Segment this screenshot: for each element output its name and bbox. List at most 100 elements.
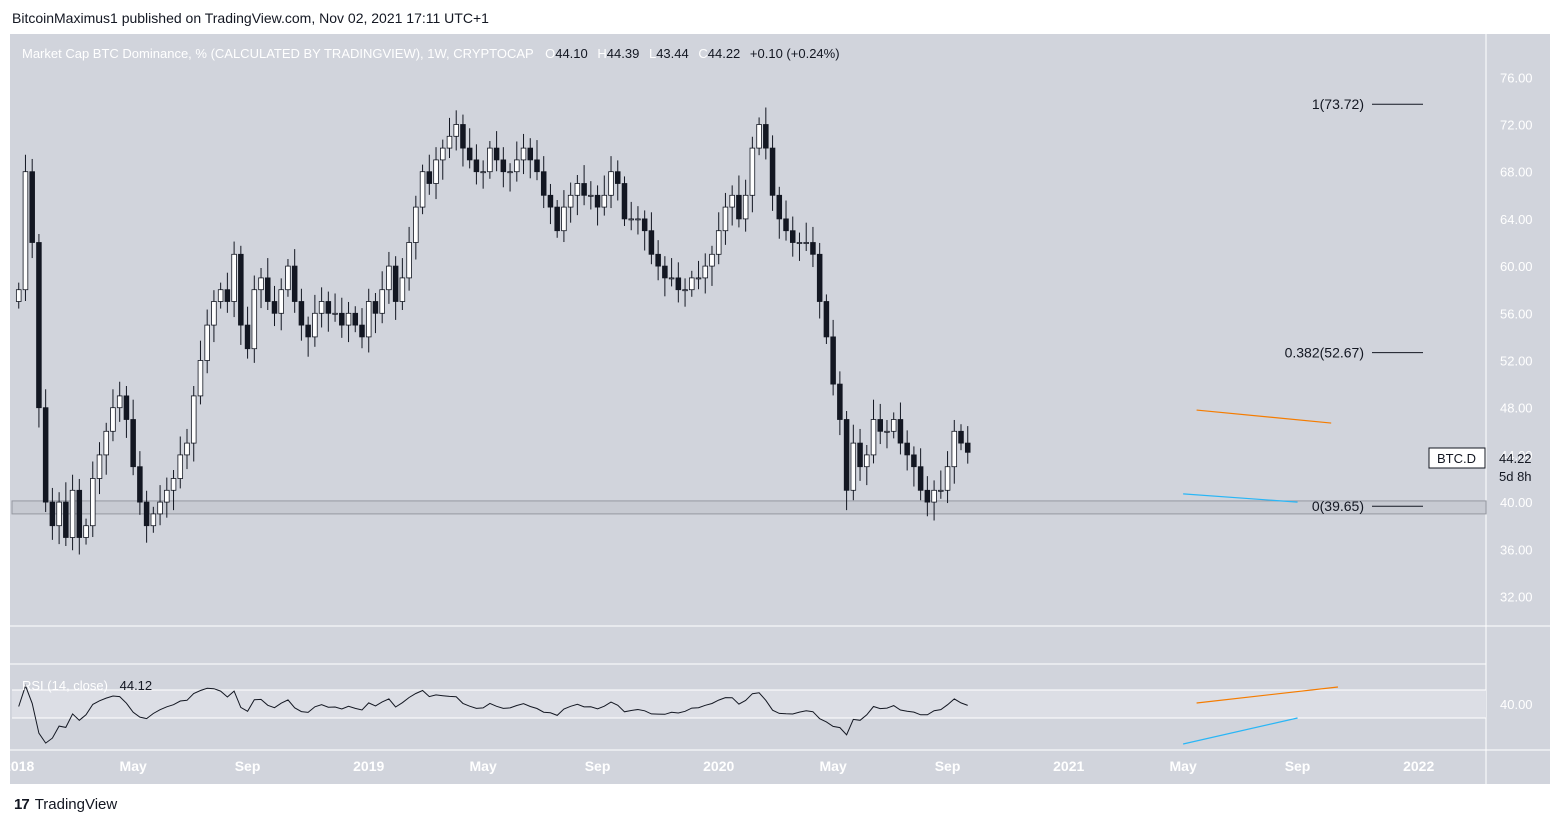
candle-body xyxy=(729,194,735,208)
candle-body xyxy=(527,147,534,161)
candle-body xyxy=(810,242,816,255)
candle-body xyxy=(298,301,305,326)
candle-body xyxy=(554,206,560,232)
candle-body xyxy=(917,466,924,491)
price-badge: BTC.D 44.22 5d 8h xyxy=(1428,447,1532,484)
candle-body xyxy=(251,289,258,350)
price-tick-label: 72.00 xyxy=(1500,118,1533,133)
price-tick-label: 48.00 xyxy=(1500,401,1533,416)
candle-body xyxy=(177,454,184,479)
blue-trendline xyxy=(1183,493,1298,503)
time-tick-label: Sep xyxy=(935,758,961,774)
candle-body xyxy=(870,419,877,456)
chart-frame xyxy=(10,34,1550,784)
candle-body xyxy=(372,301,379,314)
candle-body xyxy=(305,324,311,338)
tradingview-brand[interactable]: 17 TradingView xyxy=(14,796,117,813)
candle-body xyxy=(837,383,843,420)
candle-body xyxy=(763,124,769,149)
candle-body xyxy=(890,419,897,432)
candle-body xyxy=(641,218,648,232)
candle-body xyxy=(359,324,365,338)
rsi-tick-label: 40.00 xyxy=(1500,697,1533,712)
candle-body xyxy=(103,430,109,456)
candle-body xyxy=(56,501,62,527)
orange-trendline xyxy=(1196,409,1332,424)
rsi-line xyxy=(18,684,968,744)
candle-body xyxy=(493,147,500,161)
candle-body xyxy=(433,159,439,184)
candle-body xyxy=(655,253,661,267)
candle-body xyxy=(749,147,756,196)
candle-body xyxy=(312,312,318,338)
time-tick-label: May xyxy=(1170,758,1197,774)
price-tick-label: 32.00 xyxy=(1500,590,1533,605)
candle-body xyxy=(581,183,587,196)
candle-body xyxy=(211,301,217,326)
candle-body xyxy=(944,466,951,491)
candle-body xyxy=(601,194,608,208)
price-tick-label: 68.00 xyxy=(1500,165,1533,180)
candle-body xyxy=(938,489,944,492)
time-tick-label: 2021 xyxy=(1053,758,1084,774)
candle-body xyxy=(756,124,762,149)
candle-body xyxy=(473,159,480,173)
candle-body xyxy=(480,171,486,174)
candle-body xyxy=(695,277,702,280)
candle-body xyxy=(588,194,594,197)
rsi-legend: RSI (14, close) 44.12 xyxy=(22,678,152,693)
candle-body xyxy=(325,301,332,314)
candle-body xyxy=(864,454,870,468)
candle-body xyxy=(574,183,581,196)
time-tick-label: Sep xyxy=(585,758,611,774)
candle-body xyxy=(413,206,419,243)
candle-body xyxy=(157,501,163,515)
tradingview-logo-icon: 17 xyxy=(14,796,30,813)
candle-body xyxy=(621,183,628,220)
candle-body xyxy=(49,501,56,527)
ohlc-close-value: 44.22 xyxy=(708,46,741,61)
candle-body xyxy=(964,442,971,453)
candle-body xyxy=(715,230,722,255)
rsi-band xyxy=(12,690,1486,718)
candle-body xyxy=(951,430,958,468)
price-tick-label: 52.00 xyxy=(1500,354,1533,369)
candle-body xyxy=(164,489,170,503)
candle-body xyxy=(635,218,641,221)
candle-body xyxy=(184,442,190,456)
candle-body xyxy=(662,265,668,279)
candle-body xyxy=(224,289,231,302)
candle-body xyxy=(15,289,22,302)
candle-body xyxy=(460,124,466,149)
candle-body xyxy=(291,265,298,302)
candle-body xyxy=(594,194,601,208)
candle-body xyxy=(540,171,547,196)
candle-body xyxy=(857,442,863,468)
candle-body xyxy=(238,253,244,326)
candle-body xyxy=(520,147,527,161)
candle-body xyxy=(843,419,850,491)
candle-body xyxy=(231,253,237,302)
candle-body xyxy=(682,289,688,292)
price-tick-label: 60.00 xyxy=(1500,259,1533,274)
price-tick-label: 76.00 xyxy=(1500,70,1533,85)
candle-body xyxy=(76,489,83,538)
ohlc-close-label: C xyxy=(698,46,707,61)
time-tick-label: May xyxy=(120,758,147,774)
candle-body xyxy=(547,194,554,208)
fib-level-label: 1(73.72) xyxy=(1312,96,1364,112)
candle-body xyxy=(675,277,682,291)
candle-body xyxy=(130,419,136,468)
price-tick-label: 44.00 xyxy=(1500,448,1533,463)
candle-body xyxy=(392,265,399,302)
candle-body xyxy=(285,265,291,291)
candle-body xyxy=(803,242,809,244)
candle-body xyxy=(567,194,574,208)
time-tick-label: 2022 xyxy=(1403,758,1434,774)
candle-body xyxy=(446,135,453,149)
candle-body xyxy=(789,230,796,243)
candle-body xyxy=(69,489,76,538)
candle-body xyxy=(36,242,42,409)
candle-body xyxy=(877,419,884,432)
